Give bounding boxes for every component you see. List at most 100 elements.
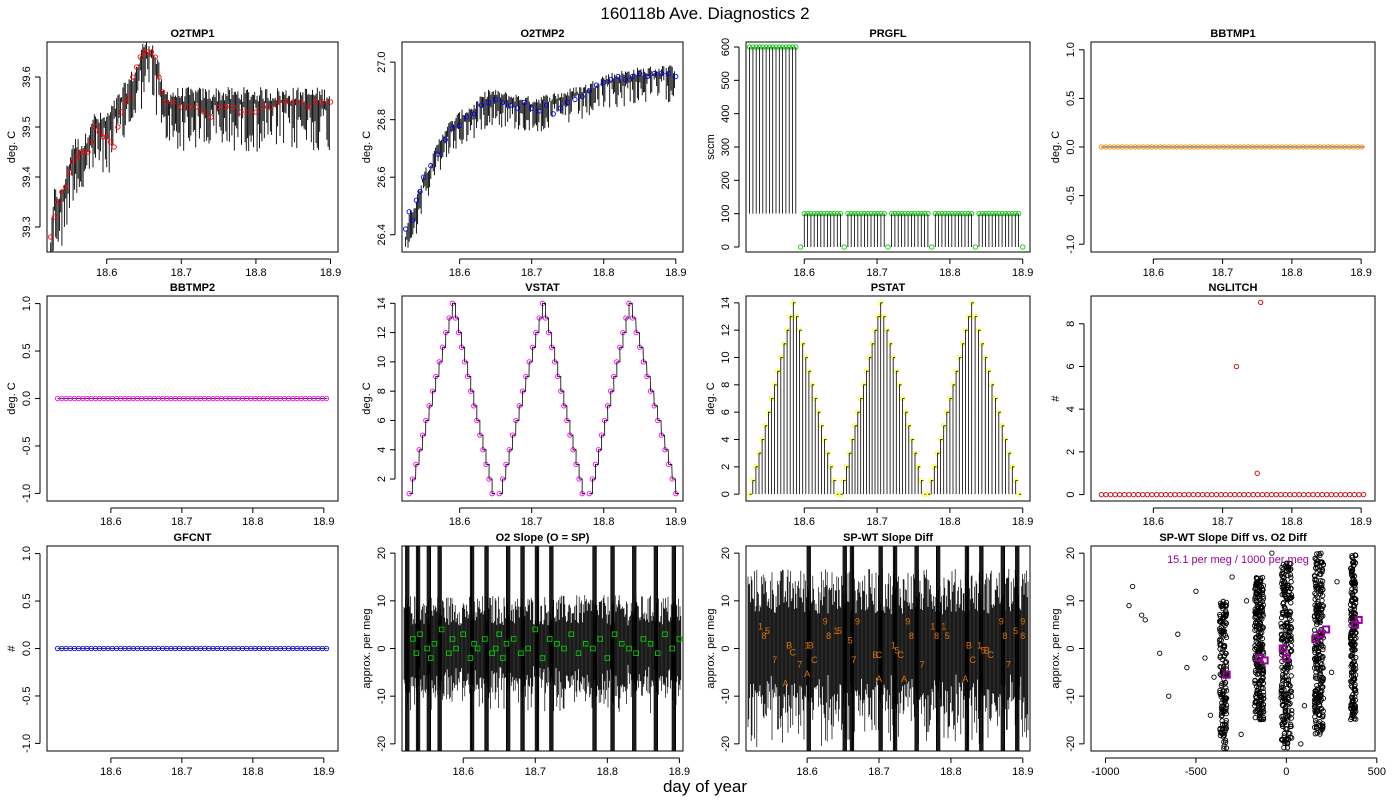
data-point: [665, 70, 672, 77]
data-point: [1314, 558, 1321, 564]
y-tick-label: 1.0: [21, 546, 33, 561]
data-point: [536, 108, 542, 114]
data-point: [1199, 491, 1206, 498]
x-axis: 18.6 18.7 18.8 18.9: [100, 757, 335, 778]
data-point: [1222, 491, 1229, 498]
point-label: 7: [851, 655, 856, 665]
data-point: [1311, 700, 1318, 706]
data-point: [1319, 606, 1325, 612]
y-tick-label: 10: [1065, 595, 1077, 607]
data-point: [1296, 491, 1302, 498]
data-point: [1107, 491, 1114, 498]
y-tick-label: 26.4: [376, 224, 388, 245]
y-axis-label: sccm: [705, 134, 717, 160]
data-point: [122, 99, 128, 105]
data-point: [1221, 743, 1227, 749]
data-point: [1288, 693, 1295, 699]
data-point: [1217, 636, 1223, 642]
point-label: C: [876, 650, 883, 660]
data-point: [428, 163, 434, 169]
data-point: [1142, 617, 1148, 623]
data-point: [1223, 620, 1229, 627]
x-tick-label: 0: [1283, 766, 1289, 778]
data-point: [1282, 628, 1288, 634]
y-tick-label: 1.0: [1065, 42, 1077, 57]
data-point: [1282, 491, 1289, 498]
data-point: [1259, 623, 1265, 630]
data-point: [1288, 600, 1294, 606]
data-point: [77, 149, 84, 155]
data-point: [1209, 491, 1215, 498]
x-tick-label: 18.8: [242, 516, 263, 528]
data-point: [107, 139, 114, 145]
data-point: [449, 636, 456, 642]
data-point: [1348, 705, 1354, 712]
data-point: [1253, 708, 1259, 714]
panel-bbtmp1: BBTMP1 18.6 18.7 18.8 18.9 -1.0 -0.5 0.0 0.5 1.0 d…: [1050, 28, 1376, 279]
data-point: [1135, 491, 1141, 498]
data-point: [1190, 491, 1197, 498]
data-point: [1351, 606, 1357, 612]
y-tick-label: 2: [376, 476, 388, 482]
data-point: [1281, 730, 1288, 737]
data-point: [1287, 683, 1293, 689]
data-point: [456, 122, 463, 129]
point-label: A: [901, 674, 907, 684]
data-point: [438, 626, 445, 633]
data-point: [572, 96, 578, 103]
data-point: [1257, 692, 1263, 699]
data-point: [1222, 619, 1228, 625]
data-point: [1348, 630, 1354, 636]
data-point: [1255, 491, 1261, 498]
data-point: [626, 645, 632, 652]
data-point: [1316, 696, 1323, 702]
data-point: [1257, 613, 1263, 620]
data-point: [1218, 682, 1224, 689]
data-point: [70, 159, 76, 165]
data-point: [96, 129, 102, 135]
highlight-point: [1322, 625, 1331, 634]
data-point: [1288, 623, 1294, 630]
data-point: [586, 88, 592, 94]
data-point: [1313, 603, 1320, 610]
data-point: [1130, 491, 1137, 498]
plot-frame: [46, 545, 339, 752]
y-tick-label: 8: [376, 388, 388, 394]
data-point: [1279, 674, 1286, 680]
point-label: 9: [823, 617, 828, 627]
y-tick-label: 6: [720, 409, 732, 415]
x-axis-label: day of year: [663, 777, 747, 796]
data-point: [565, 99, 571, 106]
data-point: [141, 49, 147, 55]
data-point: [1220, 647, 1226, 653]
data-point: [1348, 683, 1354, 689]
point-label: 7: [772, 655, 777, 665]
data-point: [1280, 570, 1287, 577]
data-point: [746, 491, 753, 497]
x-tick-label: 18.6: [796, 766, 817, 778]
data-point: [1287, 688, 1293, 694]
data-point: [1288, 574, 1294, 580]
x-tick-label: 18.8: [940, 766, 961, 778]
data-point: [1211, 674, 1217, 680]
y-tick-label: -0.5: [21, 686, 33, 705]
data-point: [1320, 677, 1326, 683]
data-point: [929, 244, 935, 250]
x-tick-label: 18.7: [171, 766, 192, 778]
data-point: [1287, 567, 1293, 573]
data-point: [1259, 491, 1266, 498]
data-point: [1258, 299, 1264, 306]
data-point: [1283, 613, 1289, 619]
y-tick-label: 300: [720, 138, 732, 156]
data-point: [1349, 566, 1356, 573]
point-label: A: [804, 669, 810, 679]
y-tick-label: 600: [720, 38, 732, 56]
data-point: [137, 54, 143, 60]
data-point: [215, 104, 222, 110]
data-point: [1347, 491, 1353, 498]
data-point: [460, 631, 466, 637]
data-point: [1285, 585, 1291, 591]
data-point: [1288, 638, 1295, 644]
y-axis: -20 -10 0 10 20: [1065, 547, 1085, 752]
data-point: [1352, 706, 1358, 712]
